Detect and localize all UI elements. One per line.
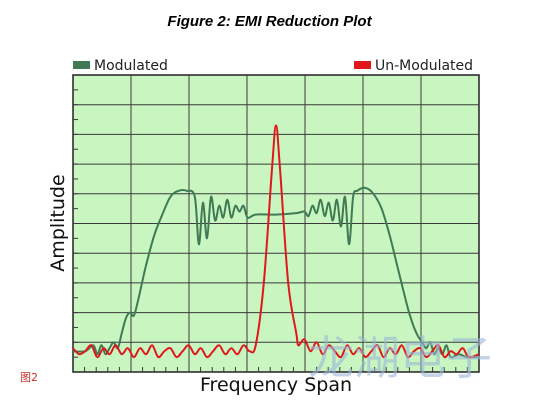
watermark-text: 龙湖电子 xyxy=(308,331,492,385)
y-axis-label: Amplitude xyxy=(47,174,69,271)
figure-title: Figure 2: EMI Reduction Plot xyxy=(167,13,372,30)
legend-label-modulated: Modulated xyxy=(94,58,168,74)
legend-swatch-unmodulated xyxy=(354,61,371,69)
legend-label-unmodulated: Un-Modulated xyxy=(375,58,473,74)
x-axis-label: Frequency Span xyxy=(200,374,352,396)
series-line-modulated xyxy=(72,186,480,359)
plot-area xyxy=(72,74,480,373)
axis-ticks xyxy=(73,89,468,372)
grid-lines xyxy=(73,75,479,372)
figure-caption: 图2 xyxy=(20,371,38,384)
legend-swatch-modulated xyxy=(73,61,90,69)
series-line-unmodulated xyxy=(72,124,480,359)
